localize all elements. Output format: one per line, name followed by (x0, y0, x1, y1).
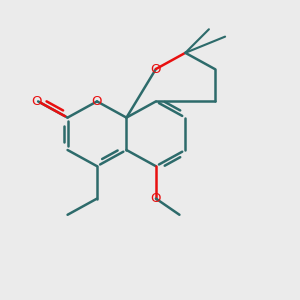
Text: O: O (151, 62, 161, 76)
Text: O: O (92, 95, 102, 108)
Text: O: O (151, 192, 161, 205)
Text: O: O (32, 95, 42, 108)
